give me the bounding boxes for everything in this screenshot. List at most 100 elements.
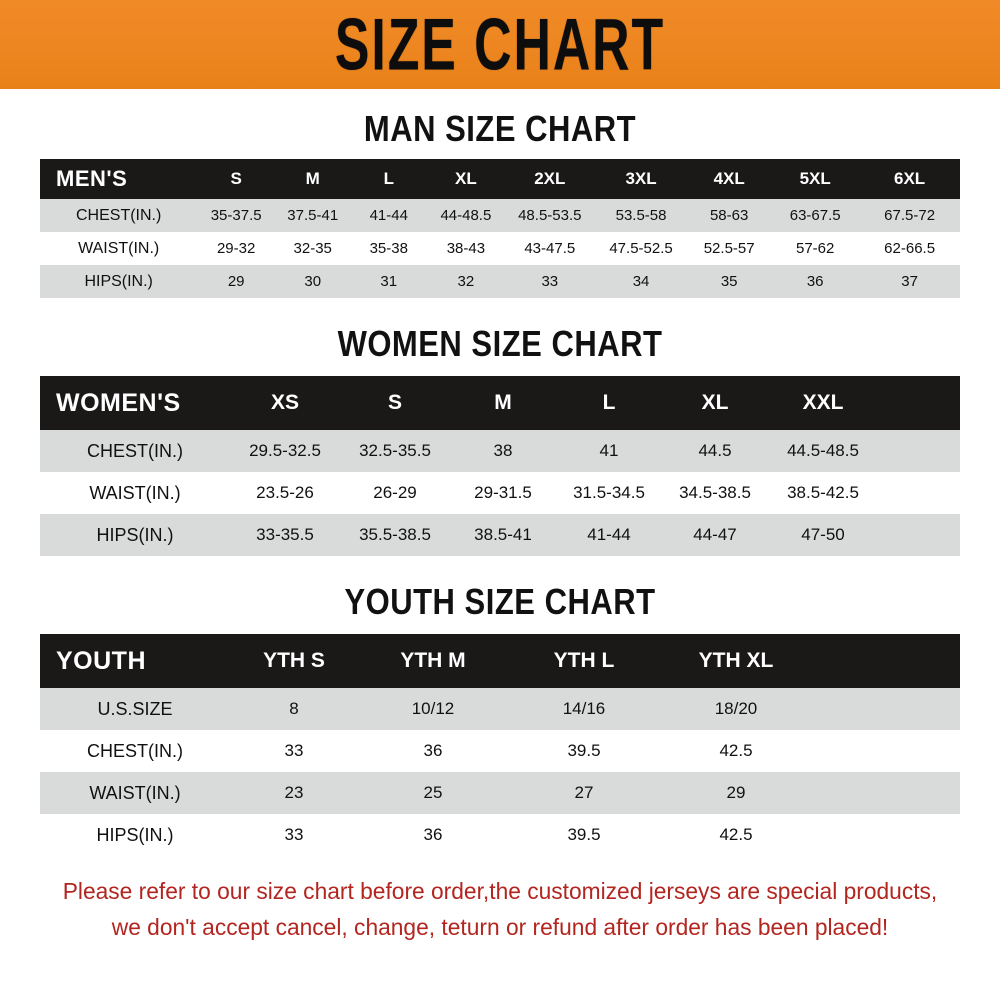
man-col-header-m: M bbox=[305, 169, 320, 188]
man-chest-6xl: 67.5-72 bbox=[884, 207, 936, 224]
man-chest-s: 35-37.5 bbox=[210, 207, 262, 224]
table-row: CHEST(IN.) 33 36 39.5 42.5 bbox=[40, 730, 960, 772]
man-chest-l: 41-44 bbox=[369, 207, 408, 224]
table-row: HIPS(IN.) 29 30 31 32 33 34 35 36 37 bbox=[40, 265, 960, 298]
man-size-table: MEN'S S M L XL 2XL 3XL 4XL 5XL 6XL CHEST… bbox=[40, 159, 960, 298]
youth-col-header-m: YTH M bbox=[400, 649, 466, 672]
women-corner-label: WOMEN'S bbox=[56, 388, 181, 417]
women-chest-m: 38 bbox=[493, 441, 513, 460]
man-col-header-5xl: 5XL bbox=[799, 169, 831, 188]
man-waist-3xl: 47.5-52.5 bbox=[609, 240, 673, 257]
women-waist-spacer bbox=[878, 472, 960, 514]
man-waist-xl: 38-43 bbox=[446, 240, 486, 257]
women-size-table: WOMEN'S XS S M L XL XXL CHEST(IN.) 29.5-… bbox=[40, 376, 960, 556]
women-hips-xs: 33-35.5 bbox=[256, 525, 314, 544]
man-hips-3xl: 34 bbox=[632, 273, 650, 290]
man-col-header-xl: XL bbox=[455, 169, 477, 188]
man-col-header-s: S bbox=[230, 169, 242, 188]
man-col-header-l: L bbox=[383, 169, 394, 188]
youth-header-spacer bbox=[812, 634, 960, 688]
youth-row-label-chest: CHEST(IN.) bbox=[87, 740, 183, 761]
man-waist-m: 32-35 bbox=[293, 240, 332, 257]
youth-hips-m: 36 bbox=[423, 825, 443, 844]
women-waist-s: 26-29 bbox=[373, 483, 417, 502]
youth-row-label-waist: WAIST(IN.) bbox=[89, 782, 181, 803]
youth-row-label-us-size: U.S.SIZE bbox=[97, 698, 173, 719]
youth-waist-spacer bbox=[812, 772, 960, 814]
youth-ussize-s: 8 bbox=[289, 699, 299, 718]
man-waist-l: 35-38 bbox=[369, 240, 408, 257]
table-row: HIPS(IN.) 33-35.5 35.5-38.5 38.5-41 41-4… bbox=[40, 514, 960, 556]
order-policy-note: Please refer to our size chart before or… bbox=[5, 874, 995, 945]
youth-col-header-xl: YTH XL bbox=[698, 649, 774, 672]
man-hips-l: 31 bbox=[380, 273, 398, 290]
man-chest-5xl: 63-67.5 bbox=[789, 207, 841, 224]
women-col-header-xxl: XXL bbox=[802, 391, 844, 414]
women-chest-spacer bbox=[878, 430, 960, 472]
order-policy-line-2: we don't accept cancel, change, teturn o… bbox=[111, 913, 889, 940]
women-hips-spacer bbox=[878, 514, 960, 556]
women-chest-l: 41 bbox=[599, 441, 619, 460]
man-hips-6xl: 37 bbox=[901, 273, 918, 290]
man-waist-6xl: 62-66.5 bbox=[884, 240, 936, 257]
women-chest-xxl: 44.5-48.5 bbox=[787, 441, 859, 460]
man-col-header-2xl: 2XL bbox=[534, 169, 566, 188]
youth-row-label-hips: HIPS(IN.) bbox=[96, 824, 174, 845]
women-hips-xxl: 47-50 bbox=[801, 525, 845, 544]
table-row: HIPS(IN.) 33 36 39.5 42.5 bbox=[40, 814, 960, 856]
youth-ussize-l: 14/16 bbox=[562, 699, 606, 718]
women-col-header-xl: XL bbox=[701, 391, 729, 414]
youth-chest-m: 36 bbox=[423, 741, 443, 760]
youth-corner-label: YOUTH bbox=[56, 646, 146, 675]
women-hips-l: 41-44 bbox=[587, 525, 631, 544]
women-chest-xs: 29.5-32.5 bbox=[249, 441, 321, 460]
youth-waist-s: 23 bbox=[284, 783, 304, 802]
man-col-header-3xl: 3XL bbox=[625, 169, 657, 188]
man-hips-4xl: 35 bbox=[720, 273, 738, 290]
man-waist-4xl: 52.5-57 bbox=[703, 240, 755, 257]
women-hips-s: 35.5-38.5 bbox=[359, 525, 431, 544]
youth-waist-xl: 29 bbox=[726, 783, 746, 802]
youth-hips-spacer bbox=[812, 814, 960, 856]
table-row: WAIST(IN.) 29-32 32-35 35-38 38-43 43-47… bbox=[40, 232, 960, 265]
table-row: WAIST(IN.) 23 25 27 29 bbox=[40, 772, 960, 814]
women-chest-s: 32.5-35.5 bbox=[359, 441, 431, 460]
size-chart-banner: SIZE CHART bbox=[0, 0, 1000, 89]
table-row: WAIST(IN.) 23.5-26 26-29 29-31.5 31.5-34… bbox=[40, 472, 960, 514]
women-waist-xl: 34.5-38.5 bbox=[679, 483, 751, 502]
youth-size-table: YOUTH YTH S YTH M YTH L YTH XL U.S.SIZE … bbox=[40, 634, 960, 856]
man-hips-5xl: 36 bbox=[806, 273, 824, 290]
women-chest-xl: 44.5 bbox=[698, 441, 732, 460]
women-col-header-xs: XS bbox=[270, 391, 299, 414]
youth-ussize-m: 10/12 bbox=[411, 699, 455, 718]
man-waist-5xl: 57-62 bbox=[795, 240, 835, 257]
man-col-header-4xl: 4XL bbox=[713, 169, 745, 188]
man-chest-4xl: 58-63 bbox=[709, 207, 749, 224]
man-row-label-chest: CHEST(IN.) bbox=[76, 206, 162, 224]
youth-hips-l: 39.5 bbox=[567, 825, 601, 844]
youth-col-header-l: YTH L bbox=[553, 649, 615, 672]
man-table-header-row: MEN'S S M L XL 2XL 3XL 4XL 5XL 6XL bbox=[40, 159, 960, 199]
women-col-header-s: S bbox=[387, 391, 402, 414]
man-hips-s: 29 bbox=[227, 273, 245, 290]
women-hips-xl: 44-47 bbox=[693, 525, 737, 544]
women-waist-xxl: 38.5-42.5 bbox=[787, 483, 859, 502]
youth-waist-m: 25 bbox=[423, 783, 443, 802]
youth-table-header-row: YOUTH YTH S YTH M YTH L YTH XL bbox=[40, 634, 960, 688]
section-heading-women: WOMEN SIZE CHART bbox=[337, 322, 663, 365]
man-chest-m: 37.5-41 bbox=[287, 207, 339, 224]
youth-waist-l: 27 bbox=[574, 783, 594, 802]
table-row: CHEST(IN.) 29.5-32.5 32.5-35.5 38 41 44.… bbox=[40, 430, 960, 472]
youth-chest-l: 39.5 bbox=[567, 741, 601, 760]
women-hips-m: 38.5-41 bbox=[474, 525, 532, 544]
women-table-header-row: WOMEN'S XS S M L XL XXL bbox=[40, 376, 960, 430]
section-heading-youth: YOUTH SIZE CHART bbox=[344, 580, 656, 623]
women-waist-xs: 23.5-26 bbox=[256, 483, 314, 502]
man-hips-m: 30 bbox=[304, 273, 322, 290]
section-heading-man: MAN SIZE CHART bbox=[363, 107, 637, 150]
table-row: CHEST(IN.) 35-37.5 37.5-41 41-44 44-48.5… bbox=[40, 199, 960, 232]
page-title: SIZE CHART bbox=[334, 3, 666, 85]
table-row: U.S.SIZE 8 10/12 14/16 18/20 bbox=[40, 688, 960, 730]
youth-hips-s: 33 bbox=[284, 825, 304, 844]
man-chest-2xl: 48.5-53.5 bbox=[518, 207, 582, 224]
